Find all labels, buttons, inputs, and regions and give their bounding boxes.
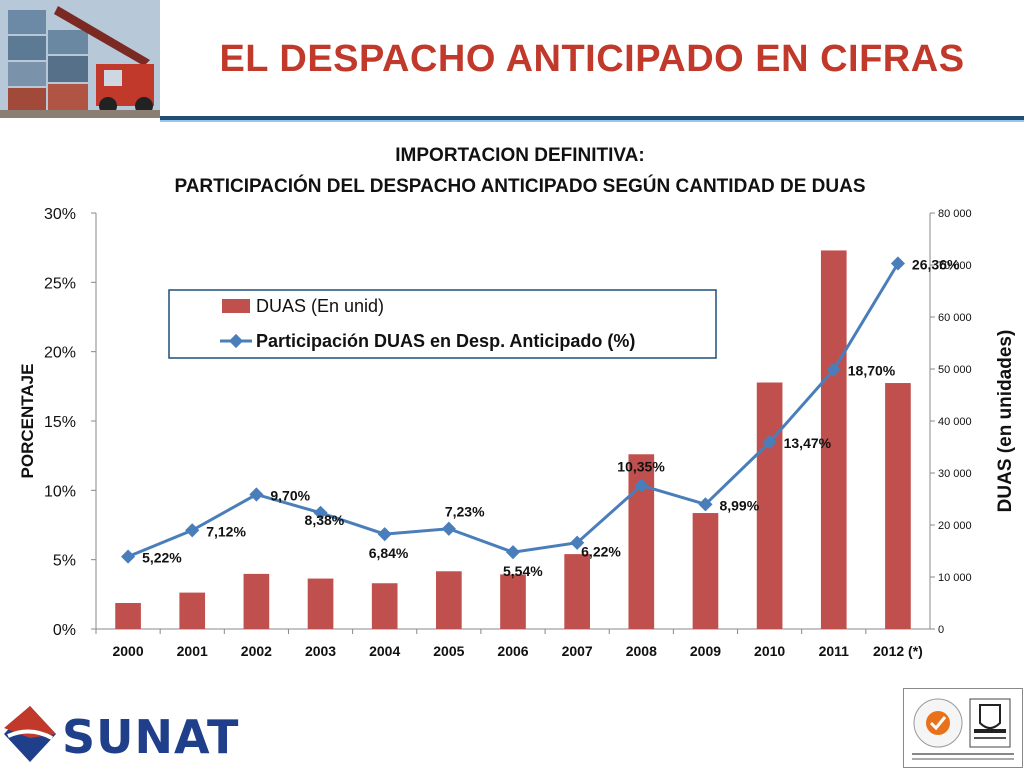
x-tick-label: 2004 bbox=[369, 643, 400, 659]
participation-data-label: 7,23% bbox=[445, 504, 485, 520]
chart-legend: DUAS (En unid) Participación DUAS en Desp… bbox=[168, 289, 717, 359]
x-tick-label: 2008 bbox=[626, 643, 657, 659]
bar-series bbox=[115, 250, 911, 629]
x-tick-label: 2012 (*) bbox=[873, 643, 923, 659]
left-tick-label: 0% bbox=[53, 622, 76, 639]
legend-swatch-marker bbox=[228, 333, 244, 349]
x-tick-label: 2006 bbox=[497, 643, 528, 659]
legend-swatch-bars bbox=[222, 299, 250, 313]
bar-duas bbox=[436, 571, 462, 629]
left-tick-label: 25% bbox=[44, 275, 76, 292]
x-tick-label: 2003 bbox=[305, 643, 336, 659]
legend-box bbox=[168, 289, 717, 359]
right-tick-label: 30 000 bbox=[938, 468, 972, 480]
participation-data-label: 6,84% bbox=[369, 545, 409, 561]
bar-duas bbox=[692, 513, 719, 629]
bar-duas bbox=[885, 383, 911, 629]
participation-point bbox=[634, 478, 649, 493]
left-tick-label: 10% bbox=[44, 483, 76, 500]
x-tick-label: 2002 bbox=[241, 643, 272, 659]
header-divider bbox=[160, 116, 1024, 120]
slide-title: EL DESPACHO ANTICIPADO EN CIFRAS bbox=[219, 38, 965, 80]
header-container-photo bbox=[0, 0, 160, 118]
right-tick-label: 50 000 bbox=[938, 364, 972, 376]
right-tick-label: 70 000 bbox=[938, 260, 972, 272]
bar-duas bbox=[307, 578, 334, 629]
participation-data-label: 8,38% bbox=[305, 512, 345, 528]
participation-data-label: 9,70% bbox=[270, 487, 310, 503]
bar-duas bbox=[500, 574, 526, 629]
chart-subtitle: PARTICIPACIÓN DEL DESPACHO ANTICIPADO SE… bbox=[174, 176, 866, 197]
participation-data-label: 5,22% bbox=[142, 550, 182, 566]
header-divider-accent bbox=[160, 120, 1024, 122]
participation-point bbox=[890, 256, 905, 271]
certification-seals-icon bbox=[912, 698, 1014, 760]
participation-point bbox=[826, 362, 841, 377]
chart-title: IMPORTACION DEFINITIVA: bbox=[395, 145, 645, 166]
participation-point bbox=[505, 545, 521, 560]
bar-duas bbox=[243, 573, 270, 629]
right-tick-label: 60 000 bbox=[938, 312, 972, 324]
bar-duas bbox=[564, 554, 590, 629]
participation-data-label: 10,35% bbox=[617, 458, 665, 474]
left-tick-label: 15% bbox=[44, 414, 76, 431]
right-tick-label: 0 bbox=[938, 624, 944, 636]
container-crane-icon bbox=[0, 0, 160, 118]
participation-data-label: 26,36% bbox=[912, 256, 960, 272]
sunat-diamond-logo-icon bbox=[4, 706, 56, 762]
participation-data-label: 6,22% bbox=[581, 544, 621, 560]
participation-data-label: 7,12% bbox=[206, 523, 246, 539]
x-tick-label: 2009 bbox=[690, 643, 721, 659]
participation-data-label: 18,70% bbox=[848, 363, 896, 379]
bar-duas bbox=[820, 250, 847, 629]
right-axis-title: DUAS (en unidades) bbox=[995, 330, 1016, 513]
right-tick-label: 10 000 bbox=[938, 572, 972, 584]
left-axis-title: PORCENTAJE bbox=[18, 364, 37, 479]
x-tick-label: 2010 bbox=[754, 643, 785, 659]
participation-data-label: 8,99% bbox=[719, 497, 759, 513]
x-tick-label: 2007 bbox=[562, 643, 593, 659]
sunat-logo bbox=[0, 698, 260, 768]
certification-badges bbox=[903, 688, 1023, 768]
legend-label-line: Participación DUAS en Desp. Anticipado (… bbox=[256, 331, 635, 351]
participation-point bbox=[570, 535, 585, 550]
participation-point bbox=[121, 549, 136, 564]
legend-label-bars: DUAS (En unid) bbox=[256, 296, 384, 316]
left-tick-label: 20% bbox=[44, 345, 76, 362]
bar-duas bbox=[371, 583, 398, 629]
participation-point bbox=[377, 527, 392, 542]
participation-data-label: 13,47% bbox=[784, 435, 832, 451]
participation-point bbox=[698, 497, 713, 512]
participation-point bbox=[313, 505, 328, 520]
bar-duas bbox=[756, 382, 783, 629]
participation-point bbox=[249, 487, 264, 502]
participation-point bbox=[441, 521, 456, 536]
x-tick-label: 2000 bbox=[112, 643, 143, 659]
data-labels: 5,22% 7,12% 9,70% 8,38% 6,84% 7,23% 5,54% 6,22%… bbox=[142, 256, 960, 579]
bar-duas bbox=[179, 592, 206, 629]
right-tick-label: 40 000 bbox=[938, 416, 972, 428]
line-series bbox=[121, 256, 905, 564]
x-tick-label: 2011 bbox=[819, 643, 850, 659]
chart-axes: 0% 5% 10% 15% 20% 25% 30% 0 10 000 20 000 30 000 40… bbox=[18, 206, 1016, 659]
right-tick-label: 80 000 bbox=[938, 208, 972, 220]
participation-point bbox=[185, 523, 200, 538]
left-tick-label: 5% bbox=[53, 553, 76, 570]
bar-duas bbox=[115, 603, 141, 629]
participation-point bbox=[762, 435, 777, 450]
x-tick-label: 2005 bbox=[433, 643, 464, 659]
participation-data-label: 5,54% bbox=[503, 563, 543, 579]
left-tick-label: 30% bbox=[44, 206, 76, 223]
x-tick-label: 2001 bbox=[177, 643, 208, 659]
right-tick-label: 20 000 bbox=[938, 520, 972, 532]
sunat-wordmark: SUNAT bbox=[62, 710, 240, 764]
